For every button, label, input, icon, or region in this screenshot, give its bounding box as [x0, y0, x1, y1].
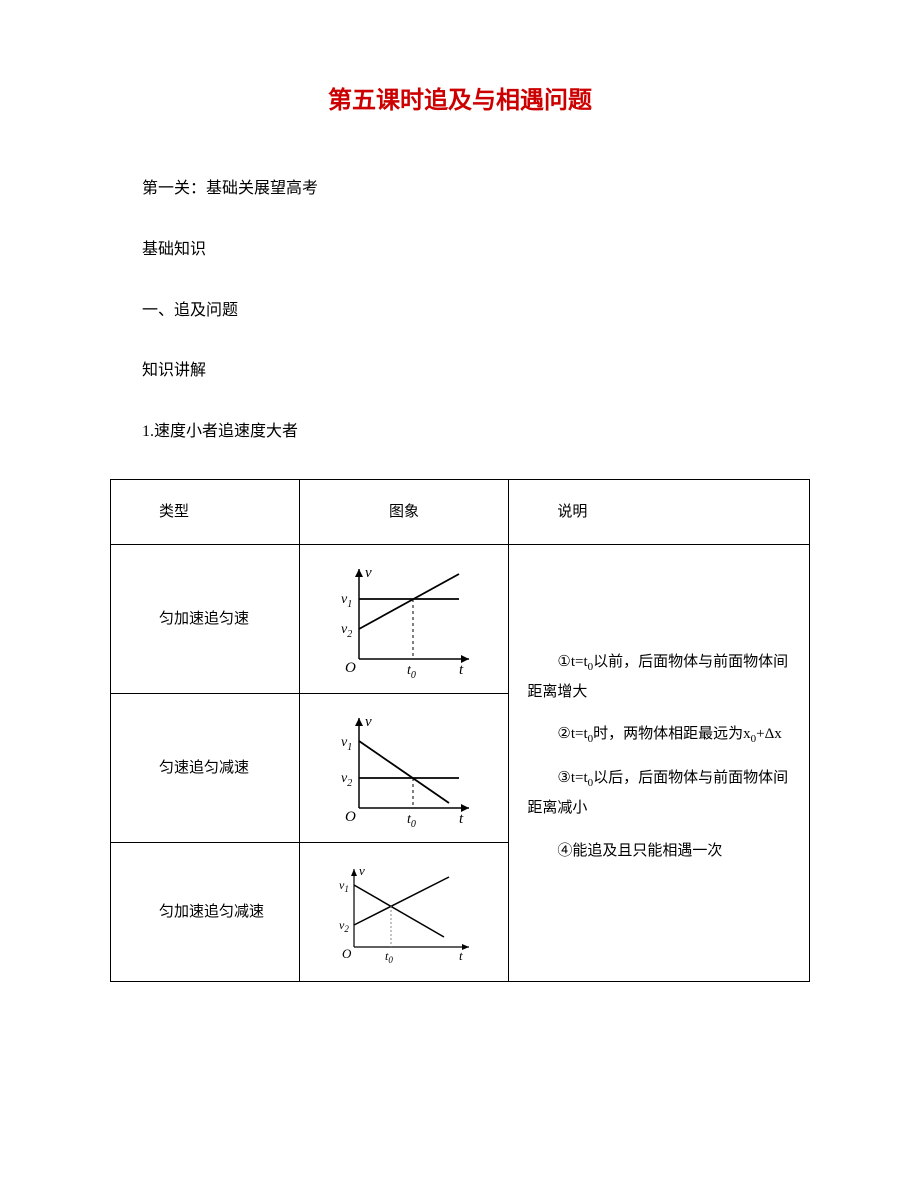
vt-graph-accel-vs-const-icon: v t O v1 v2 t0: [329, 559, 479, 679]
table-header-row: 类型 图象 说明: [111, 479, 810, 545]
cell-graph-2: v t O v1 v2 t0: [299, 694, 509, 843]
svg-text:v: v: [365, 714, 372, 730]
svg-text:t: t: [459, 948, 463, 963]
th-type: 类型: [111, 479, 300, 545]
svg-text:v2: v2: [339, 918, 349, 934]
line-zhishi: 知识讲解: [110, 357, 810, 386]
svg-text:O: O: [342, 946, 352, 961]
cell-type-1: 匀加速追匀速: [111, 545, 300, 694]
svg-text:t: t: [459, 811, 464, 827]
origin-label: O: [345, 660, 356, 676]
cell-explanation: ①t=t0以前，后面物体与前面物体间距离增大 ②t=t0时，两物体相距最远为x0…: [509, 545, 810, 982]
explain-p1: ①t=t0以前，后面物体与前面物体间距离增大: [527, 648, 791, 706]
svg-text:O: O: [345, 809, 356, 825]
svg-text:v1: v1: [339, 878, 349, 894]
th-graph: 图象: [299, 479, 509, 545]
cell-type-3: 匀加速追匀减速: [111, 843, 300, 982]
line-guan: 第一关：基础关展望高考: [110, 175, 810, 204]
vt-graph-accel-vs-decel-icon: v t O v1 v2 t0: [329, 857, 479, 967]
t0-label: t0: [407, 663, 416, 679]
th-explain: 说明: [509, 479, 810, 545]
vt-graph-const-vs-decel-icon: v t O v1 v2 t0: [329, 708, 479, 828]
line-item1: 1.速度小者追速度大者: [110, 418, 810, 447]
explain-p4: ④能追及且只能相遇一次: [527, 837, 791, 866]
svg-text:t0: t0: [385, 949, 393, 965]
cell-type-2: 匀速追匀减速: [111, 694, 300, 843]
svg-text:t0: t0: [407, 812, 416, 828]
axis-t-label: t: [459, 662, 464, 678]
axis-v-label: v: [365, 565, 372, 581]
svg-text:v2: v2: [341, 771, 352, 789]
explain-p3: ③t=t0以后，后面物体与前面物体间距离减小: [527, 764, 791, 822]
line-jichu: 基础知识: [110, 236, 810, 265]
scenario-table: 类型 图象 说明 匀加速追匀速 v t O v1 v2 t0 ①t=t: [110, 479, 810, 983]
page-title: 第五课时追及与相遇问题: [110, 80, 810, 115]
cell-graph-1: v t O v1 v2 t0: [299, 545, 509, 694]
v1-label: v1: [341, 592, 352, 610]
explain-p2: ②t=t0时，两物体相距最远为x0+Δx: [527, 720, 791, 750]
table-row: 匀加速追匀速 v t O v1 v2 t0 ①t=t0以前，后面物体与前面物体间…: [111, 545, 810, 694]
svg-text:v: v: [359, 863, 365, 878]
svg-text:v1: v1: [341, 735, 352, 753]
v2-label: v2: [341, 622, 352, 640]
line-zhuiji: 一、追及问题: [110, 297, 810, 326]
cell-graph-3: v t O v1 v2 t0: [299, 843, 509, 982]
